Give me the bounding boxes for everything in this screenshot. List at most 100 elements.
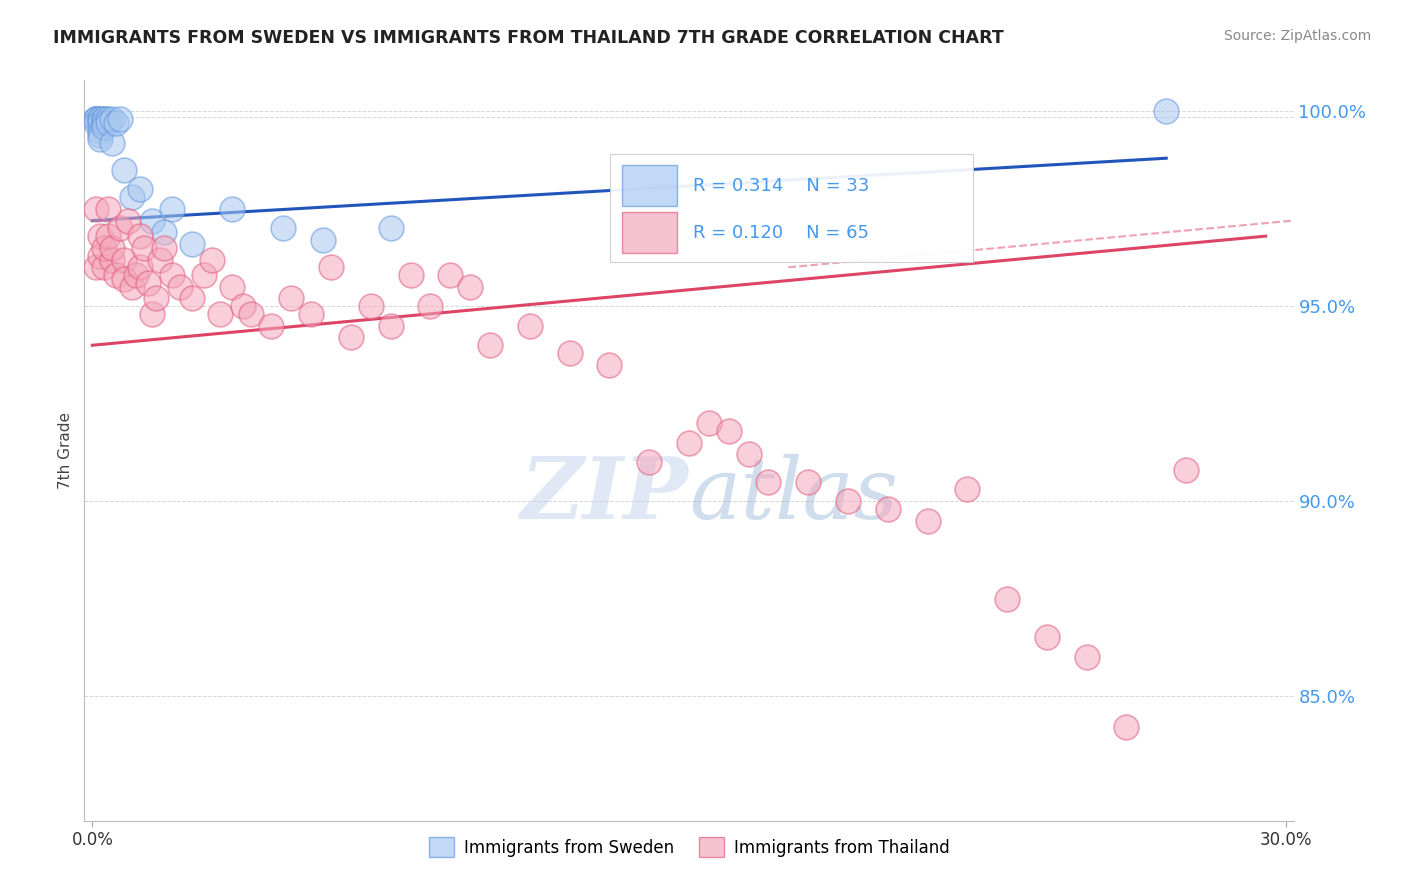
Point	[201, 252, 224, 267]
Point	[89, 112, 111, 127]
Point	[121, 190, 143, 204]
Point	[1154, 104, 1177, 119]
Point	[232, 299, 254, 313]
Point	[439, 268, 461, 282]
Point	[717, 424, 740, 438]
Point	[638, 455, 661, 469]
Point	[108, 221, 131, 235]
Point	[93, 260, 115, 275]
Point	[419, 299, 441, 313]
Point	[260, 318, 283, 333]
Point	[93, 116, 115, 130]
Point	[678, 435, 700, 450]
Point	[956, 483, 979, 497]
Point	[84, 116, 107, 130]
Point	[129, 182, 152, 196]
Text: R = 0.120    N = 65: R = 0.120 N = 65	[693, 224, 869, 242]
Point	[280, 292, 302, 306]
Point	[125, 268, 148, 282]
Point	[208, 307, 231, 321]
Point	[93, 241, 115, 255]
Point	[697, 416, 720, 430]
Point	[299, 307, 322, 321]
FancyBboxPatch shape	[623, 165, 676, 206]
Point	[89, 128, 111, 142]
Point	[84, 112, 107, 127]
Point	[105, 116, 128, 130]
Point	[89, 112, 111, 127]
Point	[97, 112, 120, 127]
Point	[153, 241, 176, 255]
Point	[84, 112, 107, 127]
Point	[737, 447, 759, 461]
Point	[380, 221, 402, 235]
Point	[84, 260, 107, 275]
Point	[1036, 631, 1059, 645]
Point	[876, 502, 898, 516]
Point	[97, 202, 120, 216]
Point	[93, 112, 115, 127]
Point	[995, 591, 1018, 606]
Point	[160, 202, 183, 216]
Point	[136, 276, 159, 290]
Point	[93, 112, 115, 127]
Point	[1076, 650, 1098, 665]
Point	[169, 280, 191, 294]
Point	[101, 136, 124, 150]
Point	[837, 494, 859, 508]
Point	[84, 112, 107, 127]
Point	[271, 221, 294, 235]
Point	[112, 252, 135, 267]
Point	[129, 260, 152, 275]
Point	[89, 132, 111, 146]
Point	[105, 268, 128, 282]
Point	[458, 280, 481, 294]
Point	[160, 268, 183, 282]
Point	[132, 241, 155, 255]
Point	[112, 272, 135, 286]
Point	[101, 112, 124, 127]
Text: IMMIGRANTS FROM SWEDEN VS IMMIGRANTS FROM THAILAND 7TH GRADE CORRELATION CHART: IMMIGRANTS FROM SWEDEN VS IMMIGRANTS FRO…	[53, 29, 1004, 46]
Point	[380, 318, 402, 333]
Point	[129, 229, 152, 244]
Point	[519, 318, 541, 333]
Point	[598, 358, 620, 372]
Point	[399, 268, 422, 282]
Point	[101, 252, 124, 267]
FancyBboxPatch shape	[610, 154, 973, 261]
Point	[141, 213, 163, 227]
Point	[112, 162, 135, 177]
Point	[145, 292, 167, 306]
Point	[221, 202, 243, 216]
Point	[319, 260, 342, 275]
Point	[240, 307, 263, 321]
Point	[180, 236, 202, 251]
Point	[479, 338, 502, 352]
Point	[84, 112, 107, 127]
Point	[97, 229, 120, 244]
Point	[117, 213, 139, 227]
Point	[917, 514, 939, 528]
Text: Source: ZipAtlas.com: Source: ZipAtlas.com	[1223, 29, 1371, 43]
Point	[340, 330, 363, 344]
Point	[89, 229, 111, 244]
Point	[97, 116, 120, 130]
Text: atlas: atlas	[689, 453, 898, 536]
Point	[180, 292, 202, 306]
Text: ZIP: ZIP	[522, 453, 689, 537]
Point	[141, 307, 163, 321]
Point	[149, 252, 172, 267]
Point	[101, 241, 124, 255]
Point	[1115, 720, 1137, 734]
Point	[797, 475, 820, 489]
Point	[193, 268, 215, 282]
Point	[89, 249, 111, 263]
FancyBboxPatch shape	[623, 212, 676, 252]
Text: R = 0.314    N = 33: R = 0.314 N = 33	[693, 177, 869, 194]
Point	[84, 202, 107, 216]
Point	[758, 475, 780, 489]
Point	[93, 120, 115, 134]
Point	[221, 280, 243, 294]
Point	[108, 112, 131, 127]
Point	[89, 124, 111, 138]
